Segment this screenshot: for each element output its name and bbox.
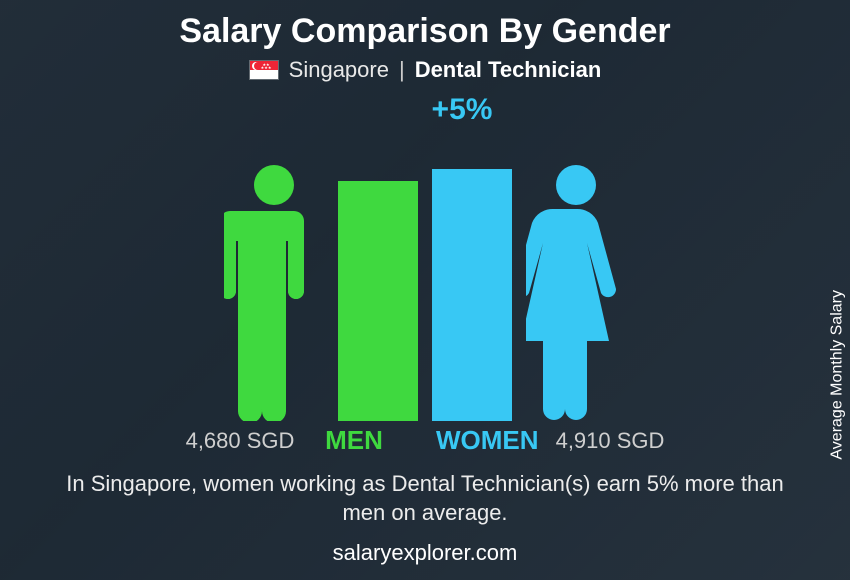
women-bar-col bbox=[432, 169, 512, 421]
singapore-flag-icon: ★★★★★ bbox=[249, 60, 279, 80]
country-label: Singapore bbox=[289, 57, 389, 83]
infographic-container: Salary Comparison By Gender ★★★★★ Singap… bbox=[0, 0, 850, 580]
men-bar-col bbox=[338, 181, 418, 421]
women-salary: 4,910 SGD bbox=[550, 428, 670, 454]
labels-row: 4,680 SGD MEN WOMEN 4,910 SGD bbox=[180, 425, 670, 456]
page-title: Salary Comparison By Gender bbox=[179, 12, 670, 51]
men-figure-col bbox=[224, 161, 324, 421]
percent-badge: +5% bbox=[432, 93, 493, 127]
men-bar bbox=[338, 181, 418, 421]
divider: | bbox=[399, 57, 405, 83]
y-axis-label: Average Monthly Salary bbox=[829, 290, 847, 460]
man-icon bbox=[224, 161, 324, 421]
subtitle-row: ★★★★★ Singapore | Dental Technician bbox=[249, 57, 602, 83]
source-link[interactable]: salaryexplorer.com bbox=[0, 540, 850, 566]
women-bar bbox=[432, 169, 512, 421]
women-figure-col bbox=[526, 161, 626, 421]
women-label: WOMEN bbox=[436, 425, 536, 456]
job-label: Dental Technician bbox=[415, 57, 602, 83]
men-label: MEN bbox=[314, 425, 394, 456]
description: In Singapore, women working as Dental Te… bbox=[55, 470, 795, 527]
woman-icon bbox=[526, 161, 626, 421]
comparison-chart: +5% bbox=[224, 101, 626, 421]
men-salary: 4,680 SGD bbox=[180, 428, 300, 454]
